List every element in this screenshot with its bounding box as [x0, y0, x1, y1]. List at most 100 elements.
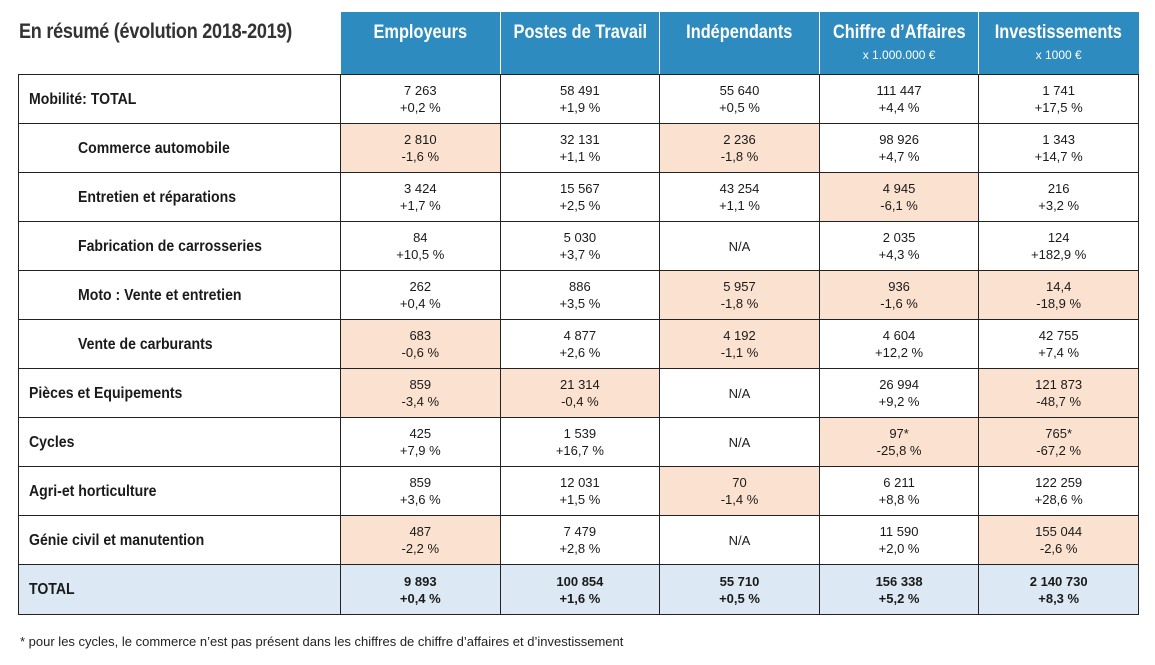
cell-change-percent: +3,2 %: [1038, 198, 1080, 213]
cell-value: 7 479: [563, 524, 597, 539]
row-label-text: Moto : Vente et entretien: [78, 286, 242, 304]
table-row: Génie civil et manutention 487 -2,2 % 7 479…: [18, 515, 1139, 565]
total-row: TOTAL 9 893 +0,4 % 100 854 +1,6 % 55 710 +0,5 …: [18, 564, 1139, 615]
cell-value: 4 604: [882, 328, 916, 343]
cell-change-percent: +16,7 %: [555, 443, 604, 458]
cell-value: 2 035: [882, 230, 916, 245]
table-row: Moto : Vente et entretien 262 +0,4 % 886 +3,…: [18, 270, 1139, 320]
row-label: Cycles: [18, 417, 341, 467]
cell-change-percent: -1,1 %: [720, 345, 759, 360]
cell-value: 216: [1047, 181, 1070, 196]
table-cell: 84 +10,5 %: [340, 221, 501, 271]
cell-not-available: N/A: [728, 434, 751, 450]
cell-value: 42 755: [1038, 328, 1079, 343]
column-header-label: Employeurs: [373, 22, 468, 43]
cell-change-percent: +2,6 %: [559, 345, 601, 360]
row-label: Génie civil et manutention: [18, 515, 341, 565]
cell-change-percent: +0,5 %: [719, 590, 760, 606]
cell-value: 859: [409, 475, 432, 490]
cell-value: 4 945: [882, 181, 916, 196]
cell-change-percent: +0,4 %: [399, 590, 441, 606]
cell-value: 3 424: [404, 181, 437, 196]
cell-value: 12 031: [560, 475, 600, 490]
table-cell: N/A: [659, 368, 820, 418]
table-cell: 156 338 +5,2 %: [818, 564, 980, 615]
table-cell: 859 -3,4 %: [340, 368, 501, 418]
cell-value: 425: [409, 426, 432, 441]
cell-value: 2 810: [404, 132, 437, 147]
cell-value: 155 044: [1035, 524, 1083, 539]
table-cell: 1 539 +16,7 %: [499, 417, 661, 467]
cell-change-percent: -0,6 %: [401, 345, 440, 360]
row-label-text: Mobilité: TOTAL: [29, 90, 137, 108]
cell-change-percent: +4,4 %: [878, 100, 920, 115]
cell-change-percent: +2,8 %: [559, 541, 601, 556]
cell-change-percent: -6,1 %: [880, 198, 918, 213]
table-cell: 1 741 +17,5 %: [978, 74, 1139, 124]
cell-value: 84: [413, 230, 428, 245]
table-cell: 9 893 +0,4 %: [340, 564, 501, 615]
column-header-label: Investissements: [995, 22, 1123, 43]
column-header-unit: x 1000 €: [1035, 48, 1082, 62]
cell-change-percent: -48,7 %: [1036, 394, 1082, 409]
cell-value: 683: [409, 328, 432, 343]
row-label-text: Vente de carburants: [78, 335, 213, 353]
cell-change-percent: -2,6 %: [1039, 541, 1078, 556]
table-row: Fabrication de carrosseries 84 +10,5 % 5 03…: [18, 221, 1139, 271]
cell-change-percent: +12,2 %: [875, 345, 924, 360]
cell-change-percent: +8,8 %: [878, 492, 920, 507]
column-header-investissements: Investissements x 1000 €: [978, 12, 1139, 75]
cell-value: 98 926: [879, 132, 919, 147]
table-cell: 886 +3,5 %: [499, 270, 661, 320]
table-cell: 3 424 +1,7 %: [340, 172, 501, 222]
cell-value: 55 640: [719, 83, 760, 98]
table-cell: 936 -1,6 %: [818, 270, 980, 320]
row-label-text: Génie civil et manutention: [29, 531, 205, 549]
table-cell: 487 -2,2 %: [340, 515, 501, 565]
cell-change-percent: +2,5 %: [559, 198, 601, 213]
cell-change-percent: +28,6 %: [1034, 492, 1083, 507]
cell-value: 15 567: [560, 181, 600, 196]
table-cell: 70 -1,4 %: [659, 466, 820, 516]
column-header-label: Postes de Travail: [513, 22, 647, 43]
table-cell: 4 192 -1,1 %: [659, 319, 820, 369]
cell-change-percent: +182,9 %: [1031, 247, 1087, 262]
cell-value: 32 131: [560, 132, 600, 147]
table-cell: 1 343 +14,7 %: [978, 123, 1139, 173]
row-label: Fabrication de carrosseries: [18, 221, 341, 271]
row-label-text: Cycles: [29, 433, 75, 451]
row-label: Commerce automobile: [18, 123, 341, 173]
cell-value: 121 873: [1035, 377, 1083, 392]
table-cell: 4 877 +2,6 %: [499, 319, 661, 369]
row-label-text: TOTAL: [29, 581, 75, 598]
cell-value: 487: [409, 524, 432, 539]
table-cell: 122 259 +28,6 %: [978, 466, 1139, 516]
row-label-text: Fabrication de carrosseries: [78, 237, 262, 255]
summary-table-wrapper: En résumé (évolution 2018-2019) Employeu…: [18, 12, 1139, 615]
table-cell: 425 +7,9 %: [340, 417, 501, 467]
cell-not-available: N/A: [728, 532, 751, 548]
cell-change-percent: +1,1 %: [719, 198, 760, 213]
row-label-text: Commerce automobile: [78, 139, 230, 157]
column-header-employeurs: Employeurs: [340, 12, 501, 75]
cell-change-percent: +4,7 %: [878, 149, 920, 164]
footnote: * pour les cycles, le commerce n’est pas…: [20, 634, 624, 649]
cell-value: 58 491: [560, 83, 600, 98]
table-cell: 765* -67,2 %: [978, 417, 1139, 467]
cell-change-percent: +10,5 %: [396, 247, 445, 262]
cell-value: 262: [409, 279, 432, 294]
table-cell: 14,4 -18,9 %: [978, 270, 1139, 320]
cell-change-percent: -1,6 %: [880, 296, 918, 311]
cell-change-percent: +1,5 %: [559, 492, 601, 507]
row-label: Agri-et horticulture: [18, 466, 341, 516]
cell-value: 5 957: [723, 279, 756, 294]
cell-change-percent: -25,8 %: [876, 443, 922, 458]
table-cell: N/A: [659, 221, 820, 271]
cell-change-percent: +0,5 %: [719, 100, 760, 115]
table-row: Mobilité: TOTAL 7 263 +0,2 % 58 491 +1,9 % 55…: [18, 74, 1139, 124]
table-cell: 97* -25,8 %: [818, 417, 980, 467]
cell-change-percent: +3,5 %: [559, 296, 601, 311]
table-cell: 4 945 -6,1 %: [818, 172, 980, 222]
table-cell: 21 314 -0,4 %: [499, 368, 661, 418]
row-label: Pièces et Equipements: [18, 368, 341, 418]
